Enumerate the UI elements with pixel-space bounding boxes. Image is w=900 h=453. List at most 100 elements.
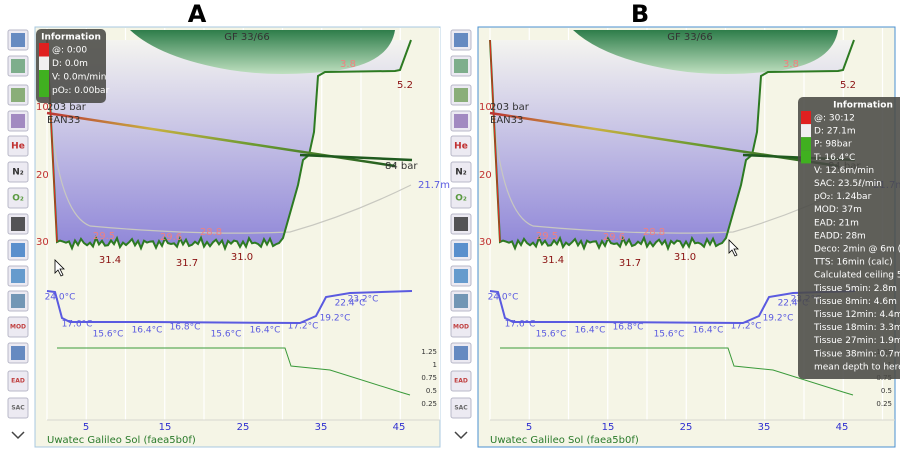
- mouse-cursor: [728, 239, 739, 257]
- min-depth-label: 29.5: [93, 231, 115, 242]
- gas-pressure-2: [299, 153, 413, 162]
- toolbar-button[interactable]: SAC: [450, 397, 472, 419]
- ceiling-label: 21.7m: [418, 180, 450, 191]
- info-strip: [801, 124, 811, 138]
- toolbar-button[interactable]: He: [7, 135, 29, 157]
- toolbar-button[interactable]: [7, 55, 29, 77]
- info-bg: [36, 29, 106, 103]
- min-depth-label: 28.8: [643, 227, 665, 238]
- button-icon: [11, 243, 25, 257]
- button-text: He: [454, 142, 468, 152]
- toolbar-button[interactable]: [450, 29, 472, 51]
- info-strip: [39, 43, 49, 57]
- tissue-ceiling: [494, 129, 855, 234]
- temperature-label: 19.2°C: [763, 314, 794, 324]
- temperature-label: 17.2°C: [288, 322, 319, 332]
- toolbar-button[interactable]: [7, 84, 29, 106]
- toolbar-button[interactable]: O₂: [7, 187, 29, 209]
- temperature-label: 23.2°C: [348, 295, 379, 305]
- toolbar-button[interactable]: [450, 342, 472, 364]
- info-strip: [801, 137, 811, 151]
- temperature-label: 17.6°C: [62, 320, 93, 330]
- toolbar-button[interactable]: [7, 342, 29, 364]
- info-title: Information: [833, 101, 893, 111]
- info-line: Tissue 38min: 0.7m: [813, 349, 900, 359]
- toolbar-button[interactable]: [7, 213, 29, 235]
- start-pressure: 203 bar: [47, 102, 87, 113]
- info-line: D: 27.1m: [814, 127, 856, 137]
- temperature-label: 17.6°C: [505, 320, 536, 330]
- toolbar-button[interactable]: He: [450, 135, 472, 157]
- button-text: EAD: [11, 378, 25, 385]
- temperature-label: 16.4°C: [575, 326, 606, 336]
- temperature-label: 16.4°C: [693, 326, 724, 336]
- time-tick-label: 25: [237, 422, 250, 433]
- temperature-label: 15.6°C: [93, 330, 124, 340]
- gf-label: GF 33/66: [224, 32, 270, 43]
- po2: [57, 347, 411, 396]
- toolbar-button[interactable]: EAD: [450, 370, 472, 392]
- button-text: SAC: [454, 405, 468, 412]
- toolbar-button[interactable]: O₂: [450, 187, 472, 209]
- depth-profile: [46, 39, 412, 252]
- toolbar-button[interactable]: [450, 239, 472, 261]
- toolbar-button[interactable]: N₂: [450, 161, 472, 183]
- toolbar-button[interactable]: N₂: [7, 161, 29, 183]
- depth-tick-label: 30: [36, 237, 49, 248]
- button-text: N₂: [12, 168, 24, 178]
- toolbar-button[interactable]: [7, 29, 29, 51]
- button-face: [450, 135, 472, 157]
- time-tick-label: 15: [602, 422, 615, 433]
- button-icon: [454, 243, 468, 257]
- button-icon: [11, 59, 25, 73]
- max-depth-label: 31.0: [231, 252, 253, 263]
- max-depth-label: 31.7: [619, 258, 641, 269]
- toolbar-button[interactable]: MOD: [7, 316, 29, 338]
- toolbar-button[interactable]: [450, 55, 472, 77]
- button-face: [7, 161, 29, 183]
- time-tick-label: 15: [159, 422, 172, 433]
- info-line: @: 30:12: [814, 114, 855, 124]
- button-face: [450, 316, 472, 338]
- button-icon: [11, 114, 25, 128]
- button-icon: [454, 114, 468, 128]
- button-icon: [454, 294, 468, 308]
- button-face: [7, 397, 29, 419]
- info-strip: [39, 70, 49, 84]
- temperature-label: 22.4°C: [335, 299, 366, 309]
- toolbar-button[interactable]: SAC: [7, 397, 29, 419]
- temperature-label: 19.2°C: [320, 314, 351, 324]
- button-icon: [11, 217, 25, 231]
- toolbar-button[interactable]: [7, 290, 29, 312]
- max-depth-label: 31.4: [99, 255, 121, 266]
- toolbar-button[interactable]: [450, 290, 472, 312]
- toolbar-button[interactable]: [450, 110, 472, 132]
- temperature-label: 15.6°C: [536, 330, 567, 340]
- temperature-label: 15.6°C: [654, 330, 685, 340]
- button-icon: [454, 346, 468, 360]
- min-depth-label: 28.8: [200, 227, 222, 238]
- time-tick-label: 35: [758, 422, 771, 433]
- info-line: mean depth to here 29.4m: [814, 362, 900, 372]
- collapse-chevron[interactable]: [454, 431, 468, 440]
- time-tick-label: 35: [315, 422, 328, 433]
- gf-ceiling: [573, 30, 838, 74]
- info-line: MOD: 37m: [814, 205, 862, 215]
- temperature-label: 16.8°C: [170, 323, 201, 333]
- toolbar-button[interactable]: [7, 239, 29, 261]
- temperature-label: 16.4°C: [132, 326, 163, 336]
- info-strip: [801, 150, 811, 164]
- toolbar-button[interactable]: [450, 213, 472, 235]
- collapse-chevron[interactable]: [11, 431, 25, 440]
- button-text: MOD: [10, 324, 26, 331]
- toolbar-button[interactable]: EAD: [7, 370, 29, 392]
- info-title: Information: [41, 33, 101, 43]
- toolbar-button[interactable]: [7, 265, 29, 287]
- toolbar-button[interactable]: [7, 110, 29, 132]
- info-strip: [39, 83, 49, 97]
- toolbar-button[interactable]: [450, 84, 472, 106]
- toolbar-button[interactable]: [450, 265, 472, 287]
- info-line: Tissue 8min: 4.6m: [813, 297, 897, 307]
- toolbar-button[interactable]: MOD: [450, 316, 472, 338]
